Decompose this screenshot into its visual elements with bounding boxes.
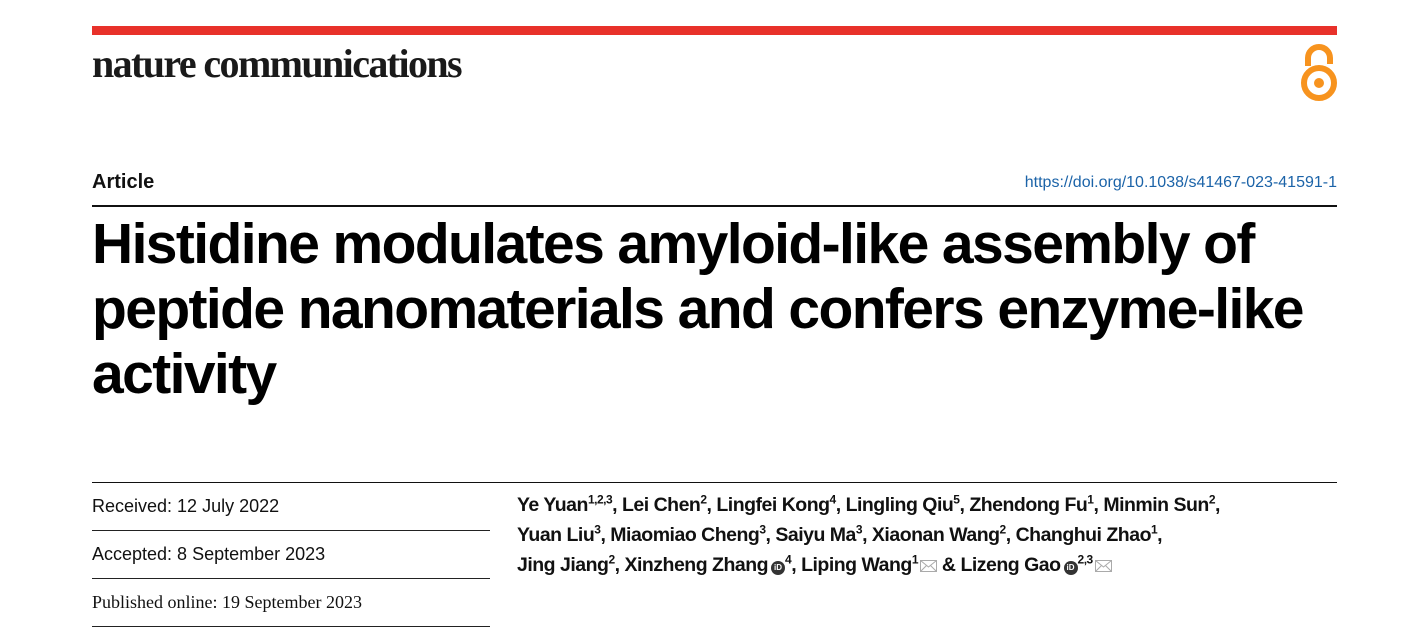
author-name[interactable]: Lingling Qiu [845,494,954,516]
doi-link[interactable]: https://doi.org/10.1038/s41467-023-41591… [1024,174,1337,191]
open-access-lock-icon [1301,44,1337,101]
author-name[interactable]: Changhui Zhao [1015,524,1152,546]
affiliation-number: 4 [785,552,792,567]
author-name[interactable]: Miaomiao Cheng [610,524,760,546]
affiliation-number: 2 [608,552,615,567]
author-list: Ye Yuan1,2,3, Lei Chen2, Lingfei Kong4, … [517,492,1220,577]
affiliation-number: 4 [829,492,837,507]
affiliation-number: 2 [700,492,707,507]
orcid-icon[interactable]: iD [1063,561,1078,575]
journal-accent-bar [92,26,1337,35]
author-name[interactable]: Xinzheng Zhang [624,554,769,576]
author-name[interactable]: Zhendong Fu [969,494,1088,516]
author-name[interactable]: Yuan Liu [517,524,595,546]
article-dates: Received: 12 July 2022 Accepted: 8 Septe… [92,483,490,627]
author-name[interactable]: Lingfei Kong [716,494,830,516]
received-date: Received: 12 July 2022 [92,483,490,531]
affiliation-number: 1 [1087,492,1094,507]
affiliation-number: 2,3 [1077,552,1094,567]
affiliation-number: 2 [1208,492,1216,507]
affiliation-number: 3 [594,522,601,537]
affiliation-number: 3 [855,522,863,537]
affiliation-number: 1 [1150,522,1158,537]
affiliation-number: 1 [911,552,919,567]
author-name[interactable]: Jing Jiang [517,554,609,576]
author-name[interactable]: Ye Yuan [517,494,588,516]
article-type: Article [92,171,155,193]
orcid-icon[interactable]: iD [771,561,786,575]
author-name[interactable]: Minmin Sun [1103,494,1209,516]
published-date: Published online: 19 September 2023 [92,579,490,627]
affiliation-number: 5 [953,492,960,507]
divider [92,205,1337,207]
email-icon[interactable] [1094,560,1112,572]
affiliation-number: 2 [999,522,1007,537]
author-name[interactable]: Lizeng Gao [960,554,1061,576]
journal-name: nature communications [92,41,463,86]
email-icon[interactable] [920,560,938,572]
article-title: Histidine modulates amyloid-like assembl… [92,212,1304,406]
author-name[interactable]: Saiyu Ma [775,524,856,546]
accepted-date: Accepted: 8 September 2023 [92,531,490,579]
affiliation-number: 3 [759,522,766,537]
author-name[interactable]: Liping Wang [801,554,912,576]
author-name[interactable]: Xiaonan Wang [871,524,1000,546]
divider [92,482,1337,483]
author-name[interactable]: Lei Chen [622,494,701,516]
affiliation-number: 1,2,3 [587,492,613,507]
